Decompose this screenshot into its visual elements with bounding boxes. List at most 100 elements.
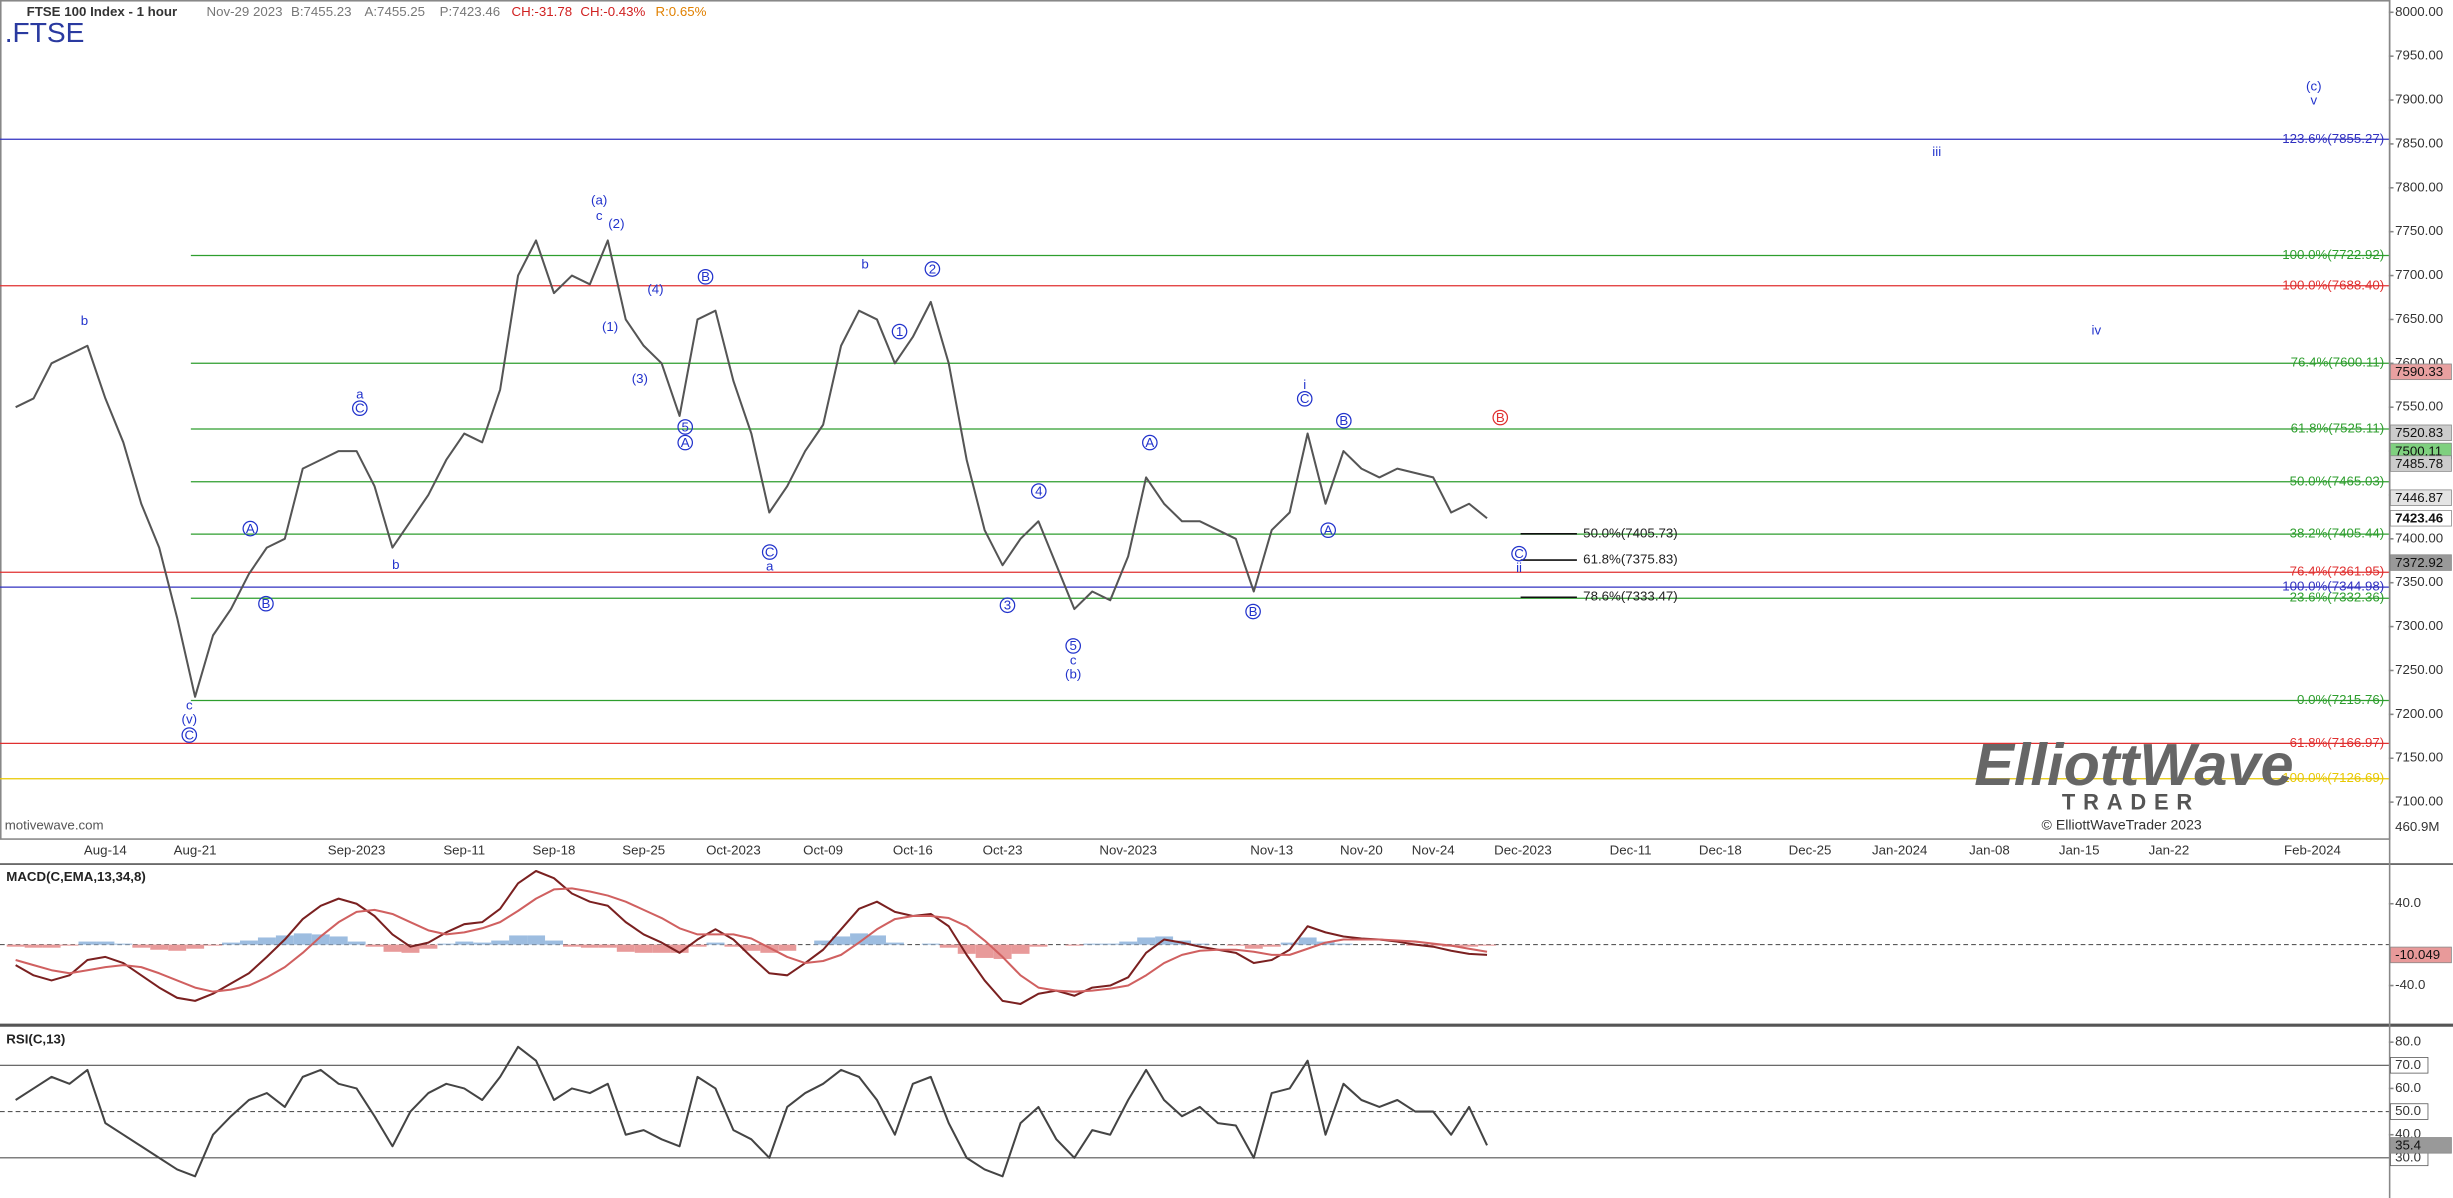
wave-label: B bbox=[701, 269, 710, 284]
x-tick-label: Sep-18 bbox=[533, 842, 576, 857]
price-tag bbox=[2390, 489, 2452, 506]
fib-level-label: 100.0%(7688.40) bbox=[2282, 277, 2384, 292]
histogram-bar bbox=[6, 944, 25, 947]
x-tick-label: Dec-18 bbox=[1699, 842, 1742, 857]
histogram-bar bbox=[1083, 943, 1102, 945]
symbol: .FTSE bbox=[5, 17, 85, 48]
wave-circle bbox=[258, 595, 274, 612]
histogram-bar bbox=[527, 935, 546, 945]
wave-circle bbox=[1336, 412, 1352, 429]
wave-label: 4 bbox=[1035, 483, 1042, 498]
histogram-bar bbox=[1334, 943, 1353, 945]
price-tag-label: 7520.83 bbox=[2395, 425, 2443, 440]
wave-label: ii bbox=[1516, 560, 1522, 575]
wave-label: c bbox=[596, 208, 603, 223]
wave-label: C bbox=[765, 544, 775, 559]
wave-label: 5 bbox=[682, 419, 689, 434]
x-tick-label: Sep-11 bbox=[443, 842, 485, 857]
wave-label: v bbox=[2310, 92, 2317, 107]
x-tick-label: Nov-2023 bbox=[1099, 842, 1157, 857]
histogram-bar bbox=[885, 942, 904, 945]
histogram-bar bbox=[1191, 943, 1209, 945]
y-tick-label: -40.0 bbox=[2395, 977, 2425, 992]
wave-circle bbox=[1142, 434, 1158, 451]
wave-label: C bbox=[1514, 546, 1524, 561]
chart-title: FTSE 100 Index - 1 hour bbox=[27, 4, 178, 19]
series-line bbox=[15, 887, 1488, 993]
logo-subtitle: TRADER bbox=[2062, 790, 2200, 815]
y-tick-label: 7150.00 bbox=[2395, 750, 2443, 765]
logo-name: ElliottWave bbox=[1974, 731, 2293, 798]
wave-label: 3 bbox=[1004, 598, 1011, 613]
histogram-bar bbox=[939, 944, 958, 948]
y-tick-label: 7250.00 bbox=[2395, 662, 2443, 677]
histogram-bar bbox=[168, 944, 187, 951]
y-tick-label: 70.0 bbox=[2395, 1057, 2421, 1072]
wave-circle bbox=[1065, 638, 1082, 654]
histogram-bar bbox=[1298, 937, 1317, 945]
wave-circle bbox=[999, 597, 1016, 614]
wave-label: a bbox=[766, 558, 774, 573]
wave-label: C bbox=[184, 727, 194, 742]
histogram-bar bbox=[616, 944, 635, 952]
histogram-bar bbox=[1262, 944, 1281, 947]
wave-label: (c) bbox=[2306, 78, 2322, 93]
histogram-bar bbox=[455, 941, 474, 945]
histogram-bar bbox=[832, 936, 851, 945]
wave-label: (3) bbox=[632, 371, 648, 386]
histogram-bar bbox=[634, 944, 653, 953]
wave-label: b bbox=[392, 557, 399, 572]
x-tick-label: Dec-11 bbox=[1610, 842, 1652, 857]
fib-level-label: 76.4%(7600.11) bbox=[2291, 355, 2385, 370]
wave-circle bbox=[242, 520, 259, 537]
fib-level-label: 61.8%(7525.11) bbox=[2291, 421, 2385, 436]
histogram-bar bbox=[1137, 937, 1156, 945]
histogram-bar bbox=[222, 942, 240, 945]
levels: 100.0%(7722.92) 76.4%(7600.11) 61.8%(7525.… bbox=[0, 131, 2389, 785]
histogram-bar bbox=[545, 940, 563, 945]
histogram-bar bbox=[1065, 944, 1084, 946]
y-tick-label: 7700.00 bbox=[2395, 267, 2443, 282]
y-tick-label: 7750.00 bbox=[2395, 223, 2443, 238]
value-tag-label: -10.049 bbox=[2395, 947, 2440, 962]
price-tag-label: 7423.46 bbox=[2395, 511, 2443, 526]
price-tag bbox=[2390, 554, 2452, 571]
histogram-bar bbox=[562, 944, 581, 947]
wave-circle bbox=[677, 434, 694, 451]
y-tick-label: 7400.00 bbox=[2395, 530, 2443, 545]
x-tick-label: Jan-08 bbox=[1969, 842, 2010, 857]
wave-circle bbox=[677, 419, 694, 435]
price-tag-label: 7446.87 bbox=[2395, 490, 2443, 505]
header-price: P:7423.46 bbox=[440, 4, 501, 19]
x-tick-label: Aug-21 bbox=[174, 842, 217, 857]
histogram-bar bbox=[365, 944, 384, 947]
histogram-bar bbox=[1119, 941, 1138, 945]
y-tick-label: 7800.00 bbox=[2395, 179, 2443, 194]
fib-level-label: 100.0%(7344.98) bbox=[2282, 579, 2384, 594]
x-tick-label: Oct-09 bbox=[803, 842, 843, 857]
x-tick-label: Oct-23 bbox=[983, 842, 1023, 857]
histogram-bar bbox=[993, 944, 1012, 959]
histogram-bar bbox=[96, 941, 115, 945]
price-tag bbox=[2390, 363, 2452, 381]
x-tick-label: Aug-14 bbox=[84, 842, 127, 857]
histogram-bar bbox=[60, 944, 79, 946]
histogram-bar bbox=[347, 941, 366, 945]
wave-label: B bbox=[1496, 410, 1505, 425]
histogram-bar bbox=[293, 933, 312, 945]
wave-label: iii bbox=[1932, 144, 1941, 159]
value-tag bbox=[2390, 946, 2452, 964]
wave-label: b bbox=[861, 257, 868, 272]
x-tick-label: Nov-24 bbox=[1412, 842, 1455, 857]
histogram-bar bbox=[150, 944, 169, 950]
wave-label: 2 bbox=[929, 261, 936, 276]
histogram-bar bbox=[473, 942, 492, 945]
histogram-bar bbox=[401, 944, 420, 953]
wave-label: A bbox=[1145, 435, 1154, 450]
histogram-bar bbox=[688, 944, 707, 947]
histogram-bar bbox=[311, 934, 330, 945]
wave-circle bbox=[891, 323, 908, 340]
histogram-bar bbox=[742, 944, 761, 951]
value-tag-label: 35.4 bbox=[2395, 1138, 2421, 1153]
tick-box bbox=[2390, 1103, 2429, 1120]
